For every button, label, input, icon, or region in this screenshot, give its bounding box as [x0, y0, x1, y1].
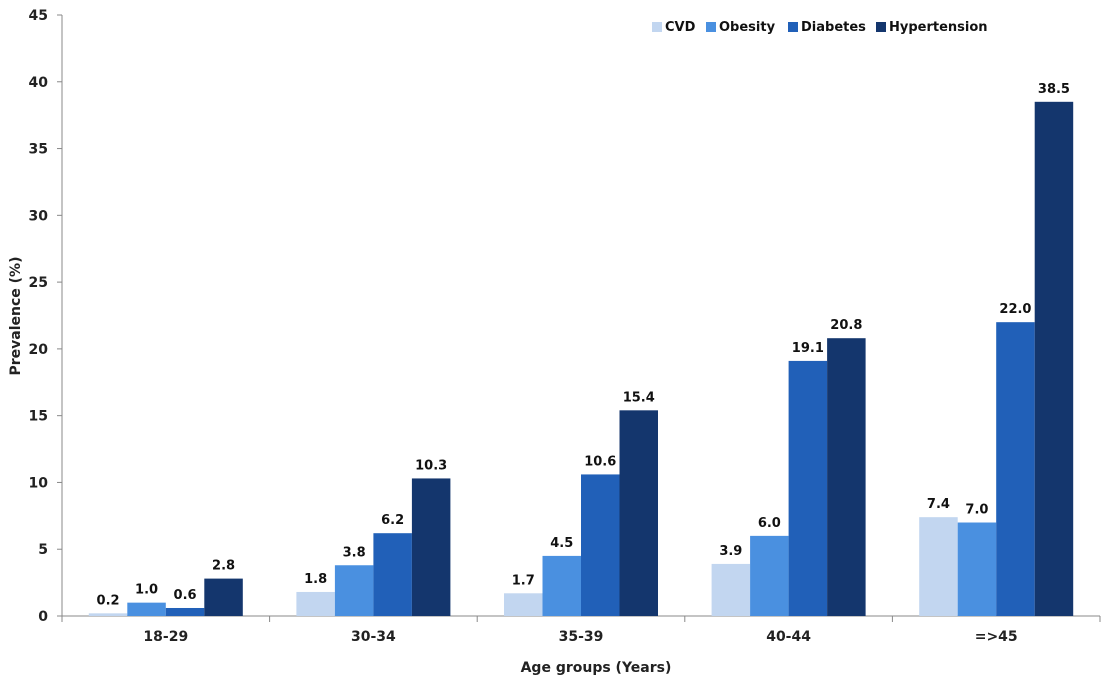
legend-label-obesity: Obesity: [719, 20, 776, 35]
y-tick-label: 15: [29, 409, 48, 425]
data-label: 10.3: [415, 458, 447, 473]
data-label: 6.2: [381, 513, 404, 528]
data-label: 3.8: [343, 545, 366, 560]
bar-cvd-4: [919, 517, 958, 616]
bar-hypertension-3: [827, 338, 866, 616]
data-label: 0.2: [97, 593, 120, 608]
legend-label-diabetes: Diabetes: [801, 20, 866, 35]
bar-obesity-2: [542, 555, 581, 616]
bar-diabetes-2: [581, 474, 620, 616]
data-label: 4.5: [550, 536, 573, 551]
data-label: 0.6: [174, 588, 197, 603]
data-label: 10.6: [584, 454, 616, 469]
bar-hypertension-1: [411, 478, 451, 616]
legend-swatch-diabetes: [788, 22, 798, 32]
bar-obesity-1: [334, 565, 374, 616]
data-label: 2.8: [212, 559, 235, 574]
x-tick-label: 30-34: [351, 629, 396, 645]
bar-cvd-3: [711, 563, 751, 616]
bar-hypertension-2: [619, 410, 658, 616]
data-label: 1.0: [135, 583, 158, 598]
data-labels: 0.2 1.0 0.6 2.8 1.8 3.8 6.2 10.3 1.7 4.5 10.6 15.4 3…: [97, 82, 1070, 609]
bar-cvd-1: [296, 591, 335, 616]
y-tick-label: 30: [29, 208, 49, 224]
y-tick-label: 10: [29, 475, 49, 491]
y-tick-label: 20: [29, 342, 49, 358]
legend-label-cvd: CVD: [665, 20, 696, 35]
x-tick-label: 40-44: [766, 629, 811, 645]
y-tick-label: 40: [29, 75, 49, 91]
bar-obesity-3: [750, 535, 789, 616]
y-tick-label: 5: [38, 542, 48, 558]
bar-obesity-4: [957, 522, 997, 616]
data-label: 15.4: [623, 390, 655, 405]
y-tick-label: 25: [29, 275, 48, 291]
data-label: 7.4: [927, 497, 950, 512]
bar-obesity-0: [127, 602, 166, 616]
legend-label-hypertension: Hypertension: [889, 20, 988, 35]
legend-swatch-hypertension: [876, 22, 886, 32]
data-label: 7.0: [965, 503, 988, 518]
y-tick-label: 35: [29, 142, 48, 158]
x-tick-label: 35-39: [559, 629, 604, 645]
data-label: 1.7: [512, 573, 535, 588]
x-tick-label: =>45: [975, 629, 1018, 645]
legend: CVD Obesity Diabetes Hypertension: [652, 20, 988, 35]
bar-diabetes-4: [996, 322, 1035, 616]
bar-cvd-2: [504, 593, 543, 616]
bar-cvd-0: [88, 613, 128, 616]
data-label: 3.9: [719, 544, 742, 559]
y-axis-title: Prevalence (%): [8, 257, 24, 376]
bar-hypertension-0: [204, 578, 243, 616]
data-label: 6.0: [758, 516, 781, 531]
data-label: 38.5: [1038, 82, 1070, 97]
data-label: 20.8: [830, 318, 862, 333]
data-label: 22.0: [999, 302, 1031, 317]
bar-diabetes-1: [373, 533, 412, 616]
bars: [88, 101, 1074, 616]
y-tick-label: 45: [29, 8, 48, 24]
data-label: 19.1: [792, 341, 824, 356]
bar-diabetes-3: [788, 360, 828, 616]
x-tick-label: 18-29: [143, 629, 188, 645]
bar-diabetes-0: [165, 607, 205, 616]
legend-swatch-cvd: [652, 22, 662, 32]
legend-swatch-obesity: [706, 22, 716, 32]
bar-hypertension-4: [1034, 101, 1074, 616]
data-label: 1.8: [304, 572, 327, 587]
y-tick-label: 0: [38, 609, 48, 625]
x-axis-title: Age groups (Years): [521, 660, 672, 676]
